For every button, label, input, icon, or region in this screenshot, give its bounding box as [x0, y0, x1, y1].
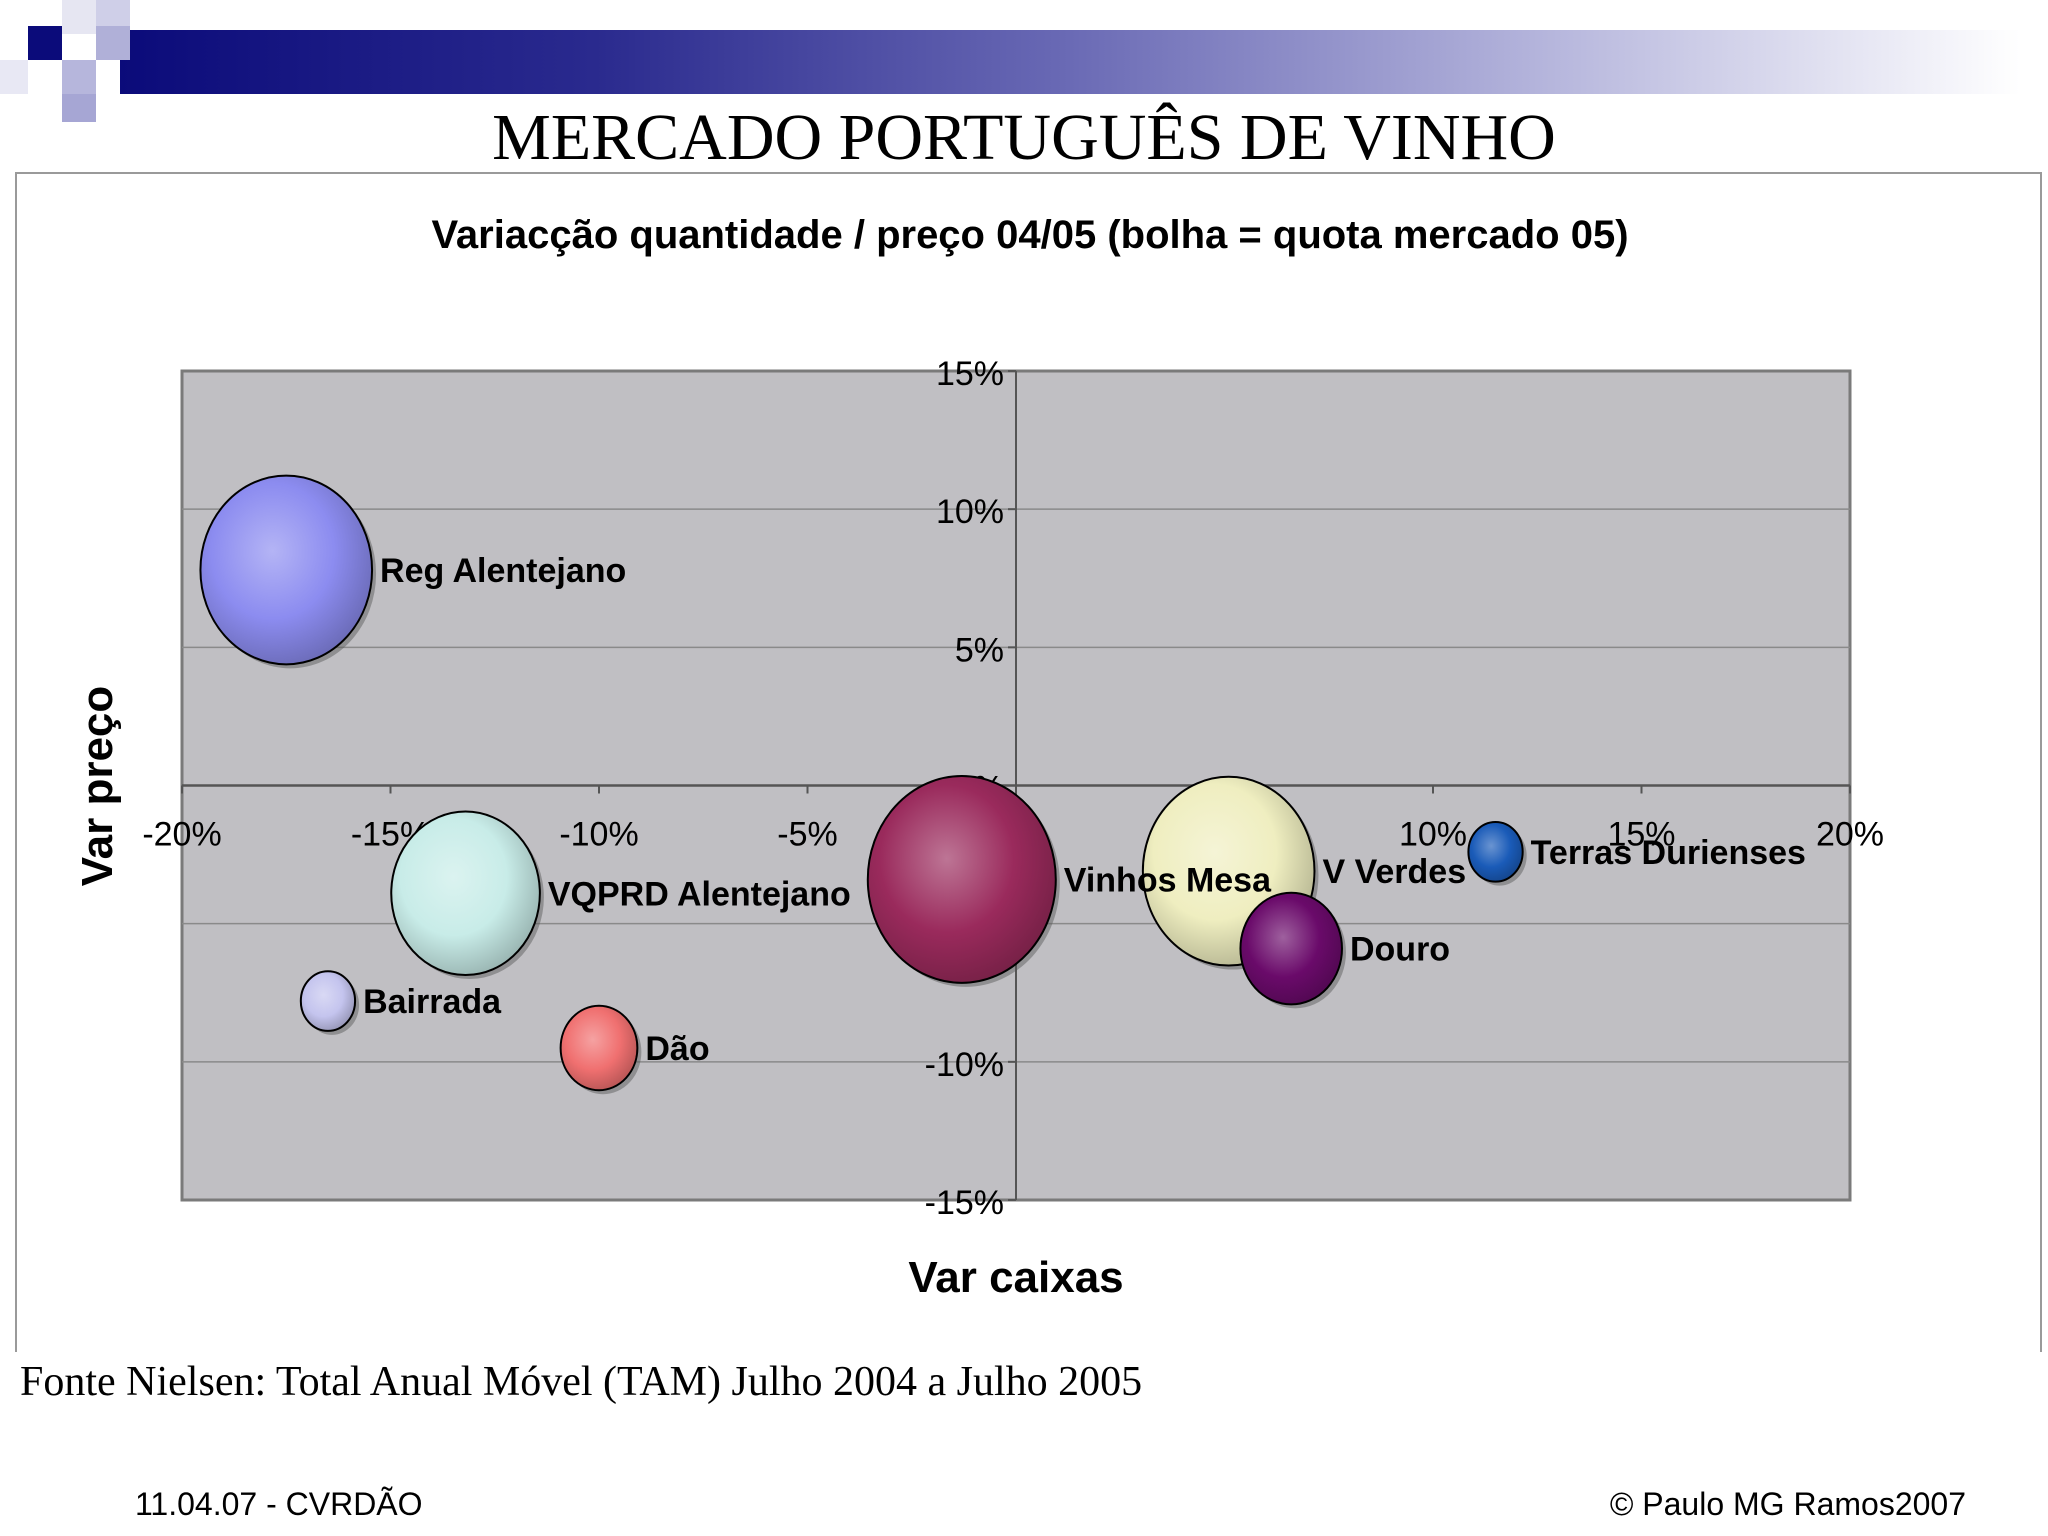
bubble-label: Douro: [1350, 931, 1450, 969]
bubble-chart: Variacção quantidade / preço 04/05 (bolh…: [73, 213, 1884, 1302]
header-deco-square: [96, 26, 130, 60]
y-tick-label: 10%: [936, 493, 1004, 531]
header-gradient-bar: [120, 30, 2020, 94]
bubble-label: Vinhos Mesa: [1064, 861, 1272, 899]
header-deco-square: [62, 94, 96, 122]
y-axis-title: Var preço: [73, 686, 122, 887]
bubble-point: [1467, 820, 1524, 883]
x-tick-label: 10%: [1399, 816, 1467, 854]
y-tick-label: -10%: [925, 1046, 1004, 1084]
bubble-label: VQPRD Alentejano: [548, 875, 851, 913]
bubble-point: [1239, 891, 1343, 1006]
label-layer: Reg Alentejano VQPRD Alentejano Bairrada Dã…: [363, 552, 1806, 1068]
bubble-point: [299, 970, 357, 1032]
bubble-label: V Verdes: [1322, 853, 1466, 891]
bubble-point: [199, 474, 374, 666]
chart-title: Variacção quantidade / preço 04/05 (bolh…: [431, 213, 1628, 257]
footer-date: 11.04.07 - CVRDÃO: [135, 1486, 423, 1522]
x-tick-label: -20%: [142, 816, 221, 854]
y-tick-label: 5%: [955, 631, 1004, 669]
x-tick-label: 15%: [1607, 816, 1675, 854]
y-tick-label: -15%: [925, 1184, 1004, 1222]
bubble-label: Reg Alentejano: [380, 552, 626, 590]
bubble-point: [866, 775, 1057, 984]
header-deco-square: [28, 26, 62, 60]
y-tick-label: 15%: [936, 355, 1004, 393]
bubble-layer: [199, 474, 1527, 1095]
bubble-label: Dão: [645, 1030, 709, 1068]
header-deco-square: [62, 60, 96, 94]
bubble-label: Bairrada: [363, 983, 502, 1021]
x-tick-label: -5%: [777, 816, 837, 854]
x-tick-label: -10%: [559, 816, 638, 854]
footer-copyright: © Paulo MG Ramos2007: [1609, 1486, 1966, 1522]
header-deco-square: [0, 60, 28, 94]
source-note: Fonte Nielsen: Total Anual Móvel (TAM) J…: [20, 1359, 1143, 1405]
bubble-label: Terras Durienses: [1531, 834, 1806, 872]
x-axis-title: Var caixas: [908, 1253, 1123, 1302]
bubble-point: [559, 1004, 639, 1092]
slide-title: MERCADO PORTUGUÊS DE VINHO: [492, 101, 1556, 174]
header-deco-square: [62, 0, 96, 34]
bubble-point: [390, 810, 541, 977]
x-tick-label: 20%: [1816, 816, 1884, 854]
